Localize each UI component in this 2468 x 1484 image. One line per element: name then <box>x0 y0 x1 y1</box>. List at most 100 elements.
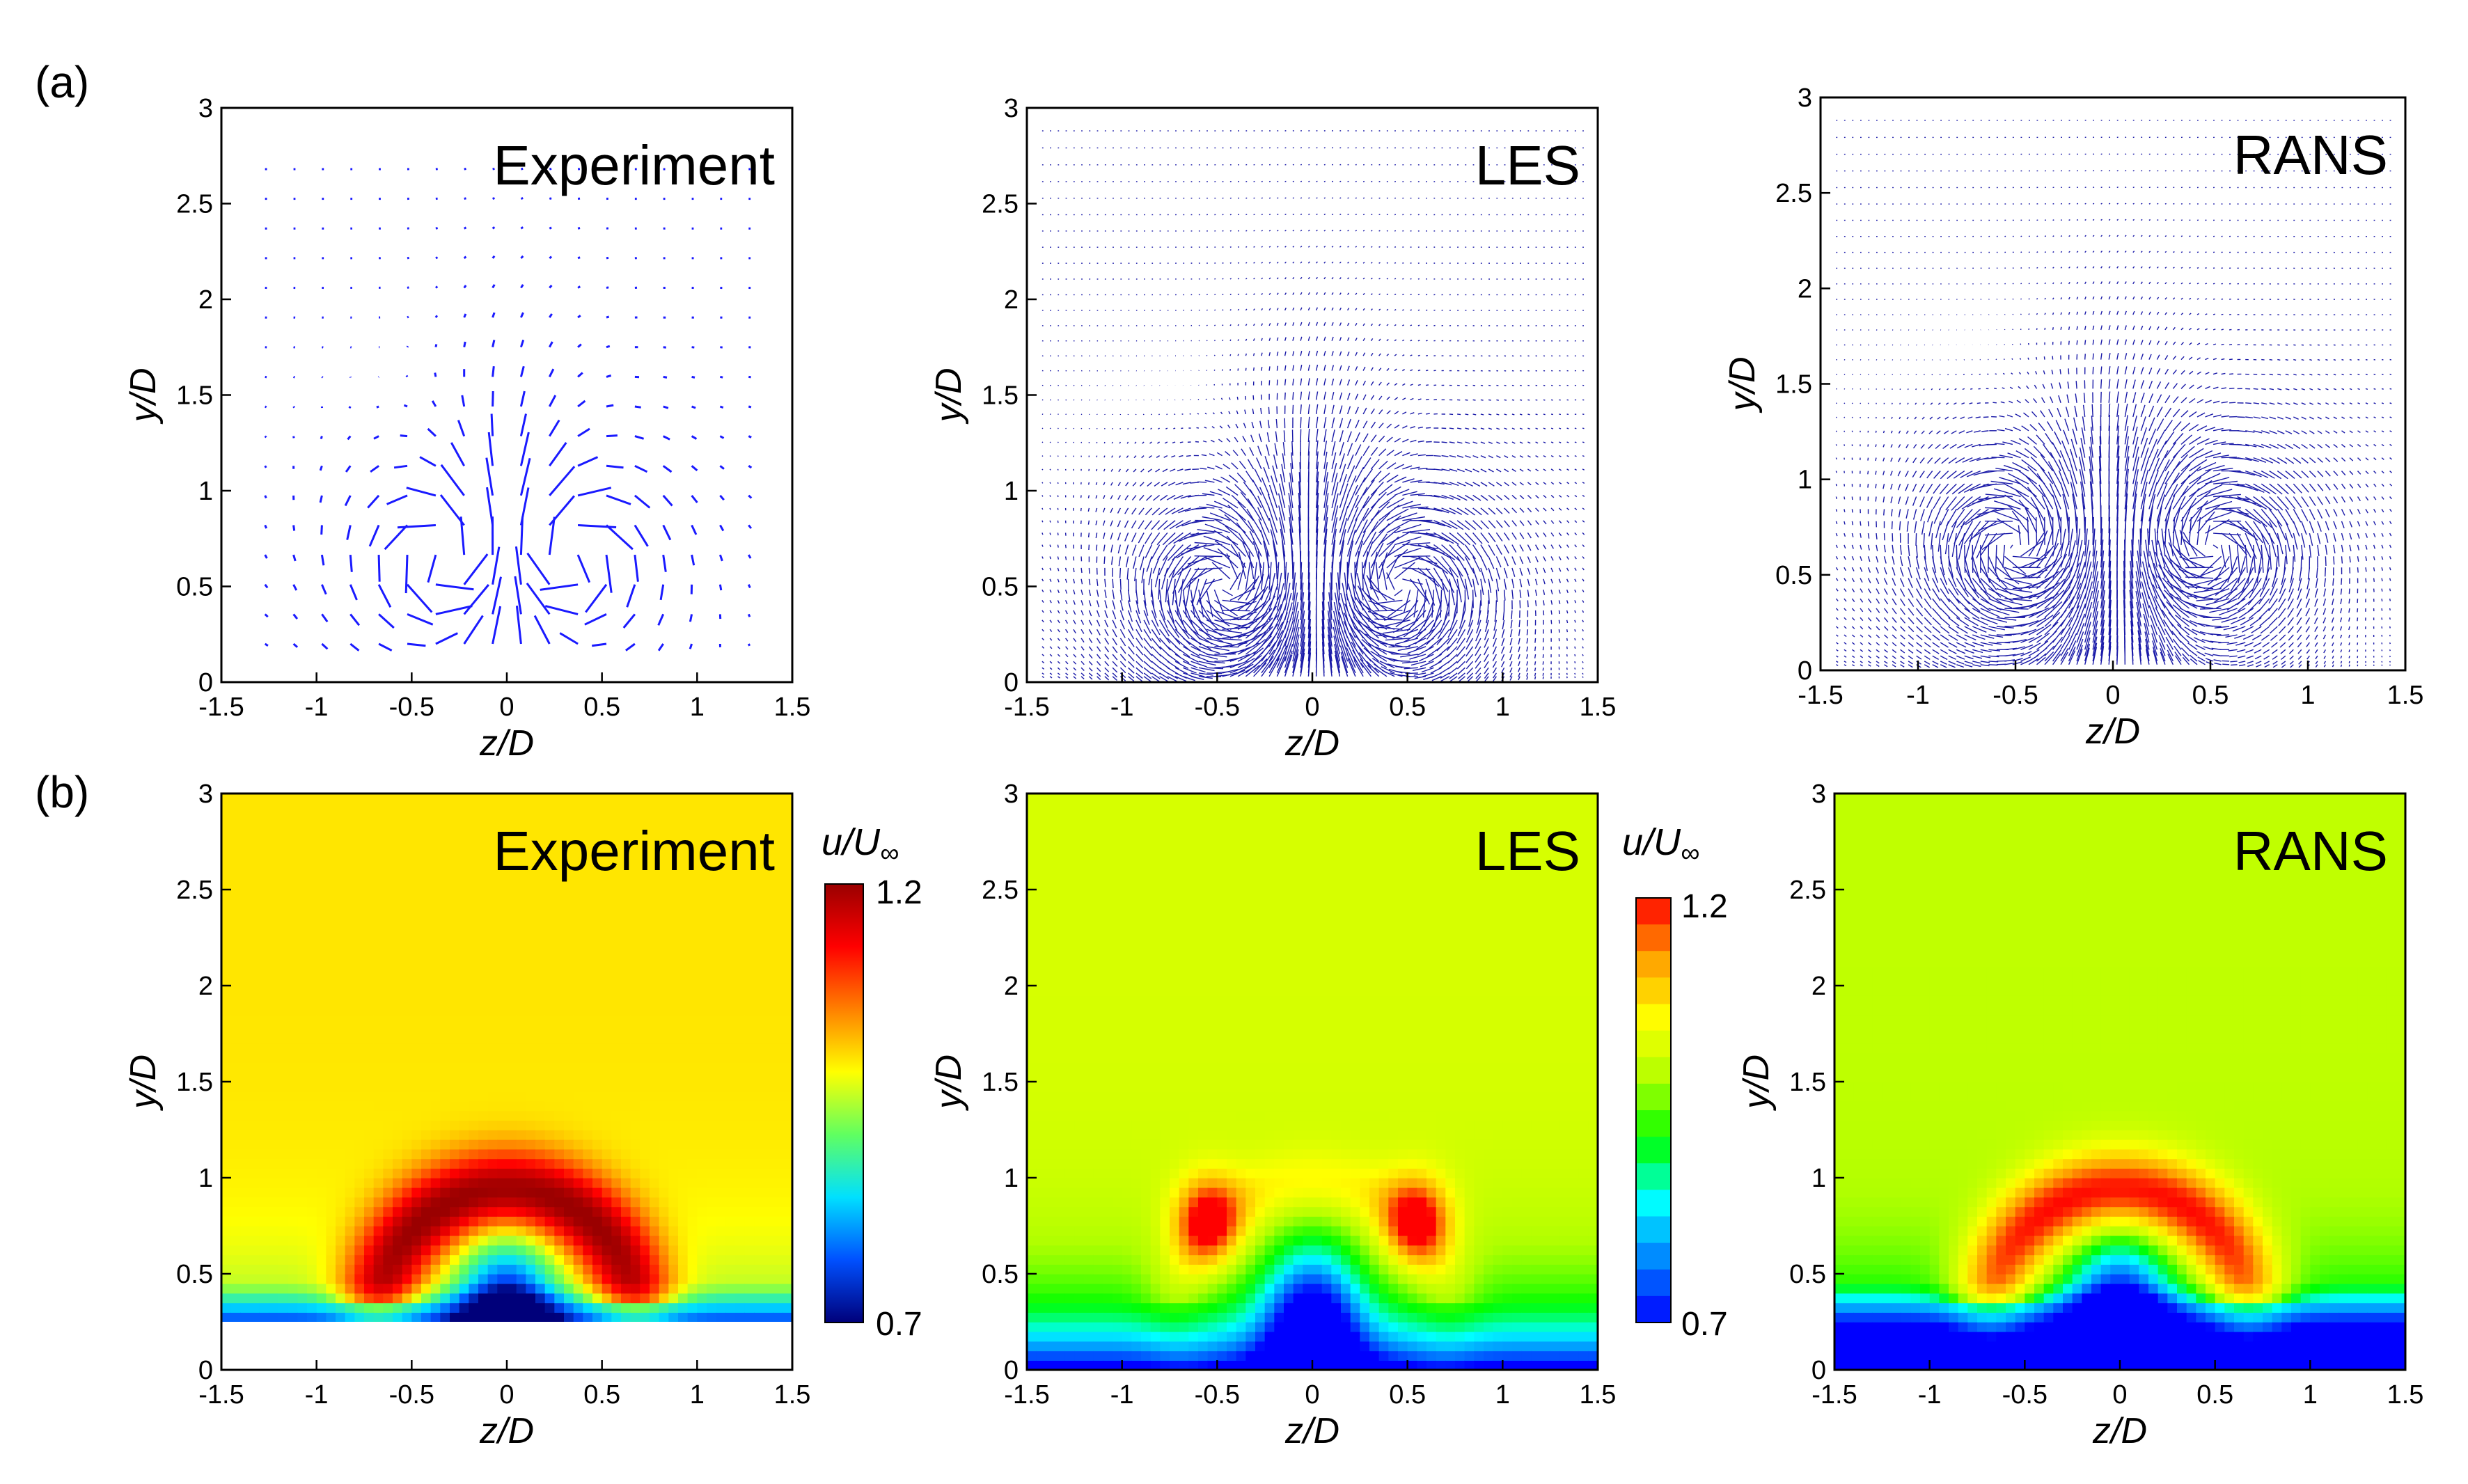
vector-arrow <box>1407 646 1426 654</box>
vector-arrow <box>1852 374 1853 375</box>
vector-arrow <box>1495 578 1500 592</box>
vector-arrow <box>1165 507 1176 515</box>
vector-arrow <box>1410 369 1413 372</box>
vector-arrow <box>2084 203 2086 205</box>
vector-arrow <box>320 554 325 566</box>
vector-arrow <box>1339 405 1343 415</box>
vector-arrow <box>1956 578 1969 597</box>
vector-arrow <box>1867 626 1872 630</box>
vector-arrow <box>2076 631 2084 650</box>
vector-arrow <box>1190 672 1205 677</box>
vector-arrow <box>1456 629 1466 644</box>
vector-arrow <box>1370 408 1375 415</box>
vector-arrow <box>1064 455 1067 457</box>
vector-arrow <box>1252 367 1255 371</box>
vector-arrow <box>1167 654 1180 664</box>
vector-arrow <box>1472 413 1477 416</box>
vector-arrow <box>1371 638 1395 647</box>
vector-arrow <box>1276 583 1284 611</box>
vector-arrow <box>1995 358 1997 361</box>
vector-arrow <box>1236 396 1239 400</box>
vector-arrow <box>1335 654 1341 677</box>
vector-arrow <box>1883 617 1889 623</box>
vector-arrow <box>1972 634 1986 640</box>
vector-arrow <box>1899 416 1901 420</box>
vector-arrow <box>1883 471 1885 475</box>
vector-arrow <box>1362 366 1366 371</box>
vector-arrow <box>1410 324 1413 326</box>
vector-arrow <box>1916 608 1924 617</box>
vector-arrow <box>1279 483 1286 509</box>
vector-arrow <box>1284 627 1294 655</box>
vector-arrow <box>1472 427 1477 430</box>
vector-arrow <box>1851 649 1855 652</box>
vector-arrow <box>1190 610 1209 633</box>
vector-arrow <box>1270 529 1278 557</box>
vector-arrow <box>1087 532 1090 538</box>
vector-arrow <box>1339 392 1343 400</box>
vector-arrow <box>1465 427 1470 430</box>
vector-arrow <box>419 456 437 467</box>
vector-arrow <box>1851 588 1855 592</box>
vector-arrow <box>1327 626 1333 655</box>
vector-arrow <box>1198 638 1222 648</box>
vector-arrow <box>1362 521 1379 545</box>
vector-arrow <box>1395 665 1410 668</box>
vector-arrow <box>1433 567 1449 592</box>
vector-arrow <box>2084 601 2093 627</box>
vector-arrow <box>1558 520 1562 524</box>
vector-arrow <box>1347 246 1349 248</box>
vector-arrow <box>2108 379 2111 389</box>
vector-arrow <box>1947 374 1949 376</box>
vector-arrow <box>1158 578 1161 600</box>
vector-arrow <box>1203 547 1231 558</box>
vector-arrow <box>1198 646 1220 654</box>
vector-arrow <box>2083 393 2086 403</box>
vector-arrow <box>1355 338 1358 342</box>
vector-arrow <box>1143 676 1152 682</box>
vector-arrow <box>1095 507 1098 512</box>
vector-arrow <box>1276 645 1287 668</box>
vector-arrow <box>1097 646 1101 652</box>
vector-arrow <box>1327 619 1333 647</box>
vector-arrow <box>1448 667 1458 675</box>
vector-arrow <box>1323 472 1328 496</box>
vector-arrow <box>1198 629 1224 642</box>
vector-arrow <box>2036 267 2038 269</box>
vector-arrow <box>1868 655 1871 658</box>
vector-arrow <box>1488 590 1490 604</box>
vector-arrow <box>1292 619 1300 647</box>
vector-arrow <box>2012 461 2029 472</box>
vector-arrow <box>1088 654 1093 659</box>
vector-arrow <box>1300 322 1303 326</box>
vector-arrow <box>1088 646 1093 652</box>
vector-arrow <box>1527 482 1532 486</box>
vector-arrow <box>1417 440 1424 443</box>
vector-arrow <box>2036 624 2052 636</box>
vector-arrow <box>1065 413 1067 416</box>
vector-arrow <box>2100 251 2103 253</box>
vector-arrow <box>1964 556 1972 583</box>
vector-arrow <box>1394 489 1410 496</box>
vector-arrow <box>1988 608 2010 616</box>
vector-arrow <box>1534 661 1536 665</box>
vector-arrow <box>1981 532 2005 551</box>
vector-arrow <box>1177 555 1200 576</box>
vector-arrow <box>1543 427 1546 429</box>
vector-arrow <box>1953 471 1965 479</box>
vector-arrow <box>549 255 553 260</box>
vector-arrow <box>1447 661 1458 670</box>
vector-arrow <box>1097 672 1101 677</box>
vector-arrow <box>1480 468 1487 473</box>
vector-arrow <box>1284 572 1289 601</box>
vector-arrow <box>1339 337 1342 341</box>
vector-arrow <box>1171 507 1184 514</box>
vector-arrow <box>1574 468 1577 471</box>
vector-arrow <box>1511 610 1513 619</box>
vector-arrow <box>1323 429 1327 443</box>
vector-arrow <box>1464 567 1472 587</box>
panel-a-rans: -1.5 -1 -0.5 0 0.5 1 1.500.511.522.53z/Dy/DRAN… <box>1722 84 2423 752</box>
vector-arrow <box>1167 646 1181 658</box>
vector-arrow <box>2076 638 2084 656</box>
vector-arrow <box>1960 470 1973 478</box>
